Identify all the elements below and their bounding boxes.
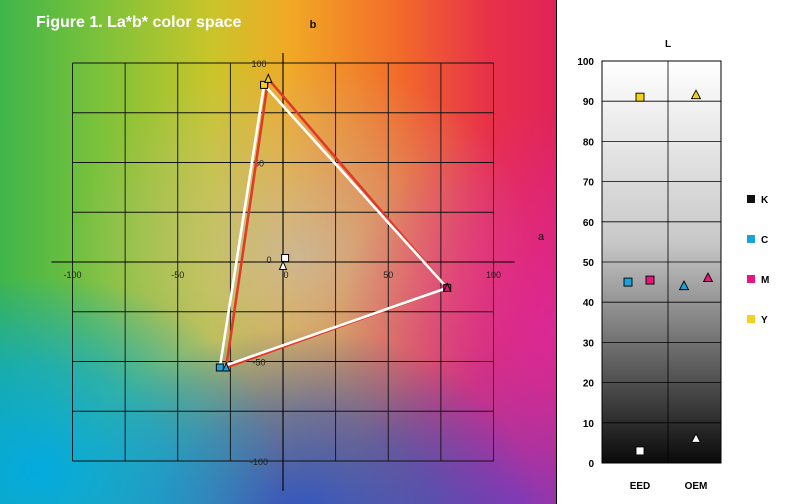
legend-swatch (747, 315, 755, 323)
l-tick-label: 40 (583, 298, 595, 309)
x-tick-label: -100 (63, 270, 81, 280)
gamut-outline-eed (218, 81, 450, 370)
eed-marker (281, 254, 290, 263)
figure-title: Figure 1. La*b* color space (36, 14, 242, 31)
eed-marker (260, 80, 269, 89)
l-tick-label: 30 (583, 338, 595, 349)
lightness-marker-oem (690, 432, 702, 443)
lightness-marker-oem (702, 272, 714, 283)
y-tick-label: -100 (250, 457, 268, 467)
lightness-panel: 0 10 20 30 40 50 60 70 80 90 100 L EED OEM K C M Y (556, 0, 798, 504)
legend-label: Y (761, 315, 768, 326)
x-tick-label: 100 (486, 270, 501, 280)
legend-swatch (747, 195, 755, 203)
x-tick-label: 0 (283, 270, 288, 280)
y-tick-label: -50 (252, 358, 265, 368)
l-tick-label: 10 (583, 419, 595, 430)
oem-marker (264, 73, 273, 83)
lightness-marker-oem (690, 89, 702, 100)
lightness-chart-svg: 0 10 20 30 40 50 60 70 80 90 100 L EED OEM K C M Y (577, 39, 769, 492)
l-tick-label: 70 (583, 178, 595, 189)
category-label: OEM (685, 481, 708, 492)
l-tick-label: 100 (577, 57, 594, 68)
l-tick-label: 80 (583, 137, 595, 148)
legend-label: K (761, 195, 769, 206)
lightness-marker-eed (635, 92, 645, 102)
lightness-marker-oem (678, 280, 690, 291)
l-tick-label: 60 (583, 218, 595, 229)
eed-marker (215, 363, 224, 372)
x-tick-label: -50 (171, 270, 184, 280)
y-tick-label: 100 (251, 59, 266, 69)
legend-swatch (747, 235, 755, 243)
lightness-marker-eed (645, 275, 655, 285)
l-tick-label: 50 (583, 258, 595, 269)
a-axis-label: a (538, 231, 545, 243)
l-tick-label: 90 (583, 97, 595, 108)
b-axis-label: b (310, 19, 317, 31)
lab-color-gradient-overlay (0, 0, 556, 504)
lightness-marker-eed (623, 277, 633, 287)
l-tick-label: 20 (583, 379, 595, 390)
lab-color-space-panel: -100 -50 50 100 0 -100 -50 0 50 100 b a Figure 1. L… (0, 0, 556, 504)
oem-marker (221, 361, 231, 372)
l-tick-label: 0 (588, 459, 594, 470)
x-tick-label: 50 (383, 270, 393, 280)
lightness-marker-eed (635, 446, 645, 456)
y-tick-label: 0 (266, 255, 271, 265)
oem-marker (278, 260, 288, 270)
legend-swatch (747, 275, 755, 283)
legend-label: C (761, 235, 768, 246)
y-tick-label: 50 (254, 159, 264, 169)
l-axis-label: L (665, 39, 671, 50)
oem-marker (442, 282, 452, 292)
legend-label: M (761, 275, 769, 286)
category-label: EED (630, 481, 651, 492)
lab-chart-svg: -100 -50 50 100 0 -100 -50 0 50 100 b a (51, 19, 545, 491)
